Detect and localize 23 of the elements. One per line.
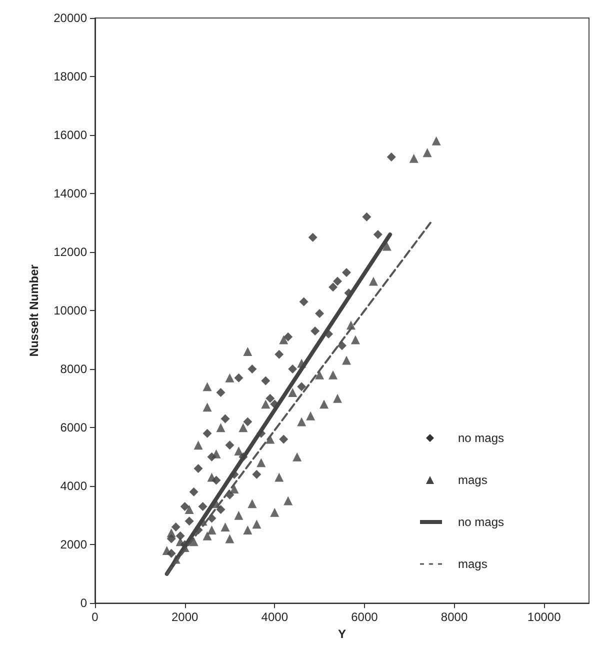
x-tick-label: 10000 bbox=[527, 610, 562, 624]
y-tick-label: 10000 bbox=[54, 304, 88, 318]
y-tick-label: 16000 bbox=[54, 128, 88, 142]
y-tick-label: 0 bbox=[80, 596, 88, 610]
y-tick-label: 20000 bbox=[54, 11, 88, 25]
x-tick-label: 8000 bbox=[440, 610, 468, 624]
y-tick-label: 4000 bbox=[60, 479, 88, 494]
legend-label: no mags bbox=[458, 515, 504, 529]
x-axis-title: Y bbox=[338, 627, 346, 641]
legend-label: mags bbox=[458, 557, 488, 571]
x-tick-label: 0 bbox=[92, 610, 99, 624]
y-tick-label: 8000 bbox=[60, 362, 88, 376]
legend-label: no mags bbox=[458, 431, 504, 445]
x-tick-label: 6000 bbox=[351, 610, 378, 624]
x-tick-label: 2000 bbox=[171, 610, 198, 624]
x-tick-label: 4000 bbox=[261, 610, 288, 624]
legend-label: mags bbox=[458, 473, 488, 487]
y-tick-label: 18000 bbox=[54, 70, 88, 84]
y-axis-title: Nusselt Number bbox=[27, 264, 41, 357]
y-tick-label: 12000 bbox=[54, 245, 88, 260]
y-tick-label: 2000 bbox=[60, 538, 88, 552]
y-tick-label: 14000 bbox=[54, 186, 88, 201]
y-tick-label: 6000 bbox=[60, 420, 88, 435]
